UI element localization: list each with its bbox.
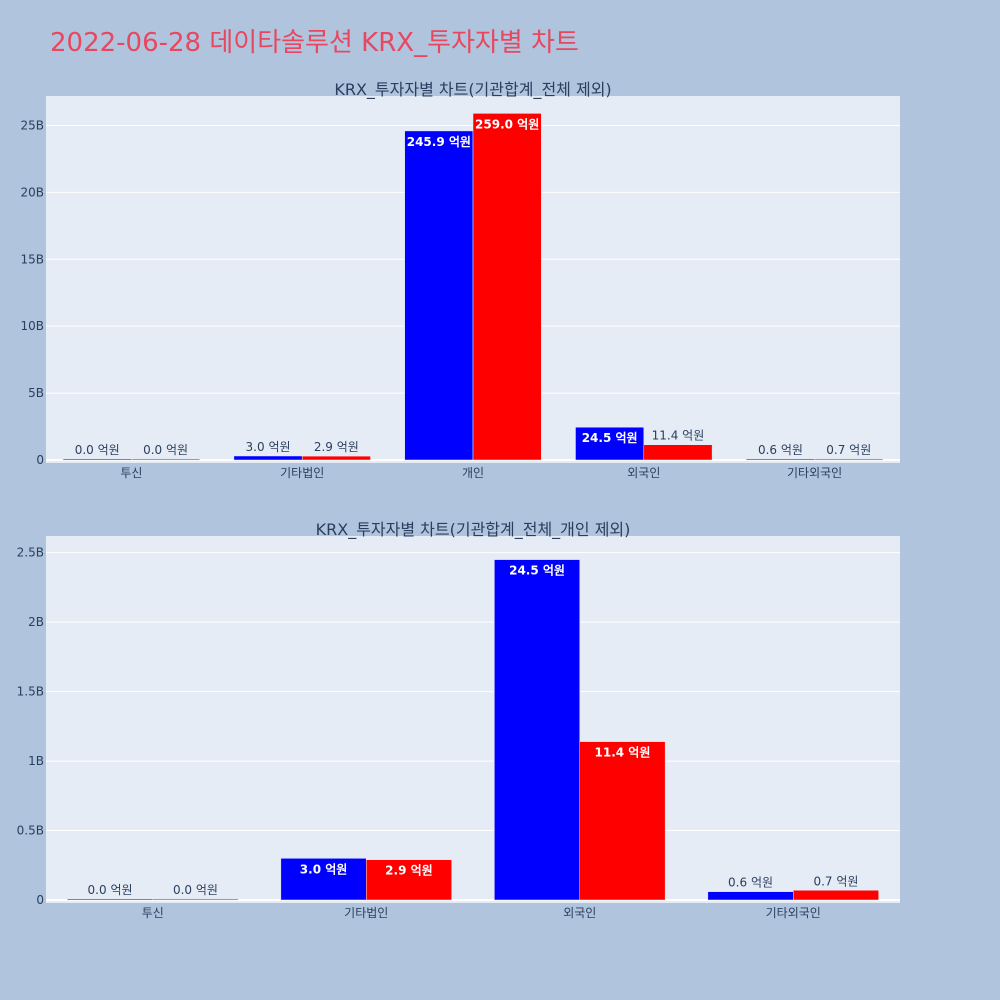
bar-value-label: 0.0 억원: [88, 883, 133, 897]
bar: [301, 455, 371, 461]
x-tick-label: 기타외국인: [787, 466, 842, 480]
bar-value-label: 3.0 억원: [246, 440, 291, 454]
bar: [131, 458, 200, 461]
bar-value-label: 245.9 억원: [407, 135, 471, 149]
bar-value-label: 0.0 억원: [143, 443, 188, 457]
y-tick-label: 10B: [20, 319, 44, 333]
x-tick-label: 개인: [462, 466, 484, 480]
y-tick-label: 25B: [20, 118, 44, 132]
bar: [643, 444, 713, 461]
y-tick-label: 5B: [28, 386, 44, 400]
bar: [579, 741, 666, 901]
y-tick-label: 0.5B: [17, 824, 44, 838]
bar: [707, 891, 794, 901]
y-tick-label: 1B: [28, 754, 44, 768]
bar: [280, 858, 367, 901]
chart-title: KRX_투자자별 차트(기관합계_전체_개인 제외): [316, 520, 631, 540]
y-tick-label: 0: [36, 453, 44, 467]
x-tick-label: 기타법인: [344, 906, 388, 920]
x-tick-label: 투신: [142, 906, 164, 920]
bar: [494, 559, 581, 901]
bar-value-label: 11.4 억원: [652, 429, 705, 443]
y-tick-label: 2B: [28, 615, 44, 629]
bar-value-label: 0.6 억원: [728, 876, 773, 890]
bar: [472, 113, 542, 461]
y-tick-label: 20B: [20, 185, 44, 199]
bar-value-label: 11.4 억원: [595, 746, 651, 760]
plot-area: [46, 536, 900, 903]
bar-value-label: 24.5 억원: [582, 431, 638, 445]
chart-2: 0 0.5B 1B 1.5B 2B 2.5B KRX_투자자별 차트(기관합계_전체_개인 …: [17, 520, 900, 920]
y-tick-label: 0: [36, 893, 44, 907]
chart-title: KRX_투자자별 차트(기관합계_전체 제외): [334, 80, 611, 100]
x-tick-label: 기타법인: [280, 466, 324, 480]
bar: [746, 458, 815, 461]
x-tick-label: 외국인: [563, 906, 596, 920]
bar: [575, 426, 645, 461]
x-tick-label: 외국인: [627, 466, 660, 480]
bar-value-label: 2.9 억원: [385, 864, 433, 878]
bar: [152, 898, 239, 901]
bar: [404, 130, 474, 461]
y-tick-label: 15B: [20, 252, 44, 266]
bar-value-label: 0.7 억원: [826, 443, 871, 457]
bar: [366, 859, 452, 901]
bar-value-label: 0.0 억원: [173, 883, 218, 897]
chart-1: 0 5B 10B 15B 20B 25B KRX_투자자별 차트(기관합계_전체 제외) 투신…: [20, 80, 900, 480]
bar-value-label: 0.6 억원: [758, 443, 803, 457]
bar: [814, 458, 884, 461]
y-tick-label: 2.5B: [17, 546, 44, 560]
bar: [793, 890, 879, 901]
bar-value-label: 259.0 억원: [475, 117, 539, 131]
bar-value-label: 24.5 억원: [509, 564, 565, 578]
bar-value-label: 0.7 억원: [813, 874, 858, 888]
page-title: 2022-06-28 데이타솔루션 KRX_투자자별 차트: [50, 28, 579, 58]
bar-value-label: 0.0 억원: [75, 443, 120, 457]
bar: [62, 458, 132, 461]
y-tick-label: 1.5B: [17, 685, 44, 699]
bar: [233, 455, 303, 461]
bar-value-label: 3.0 억원: [300, 862, 348, 876]
x-tick-label: 기타외국인: [766, 906, 821, 920]
bar-value-label: 2.9 억원: [314, 440, 359, 454]
bar: [67, 898, 153, 901]
x-tick-label: 투신: [120, 466, 142, 480]
